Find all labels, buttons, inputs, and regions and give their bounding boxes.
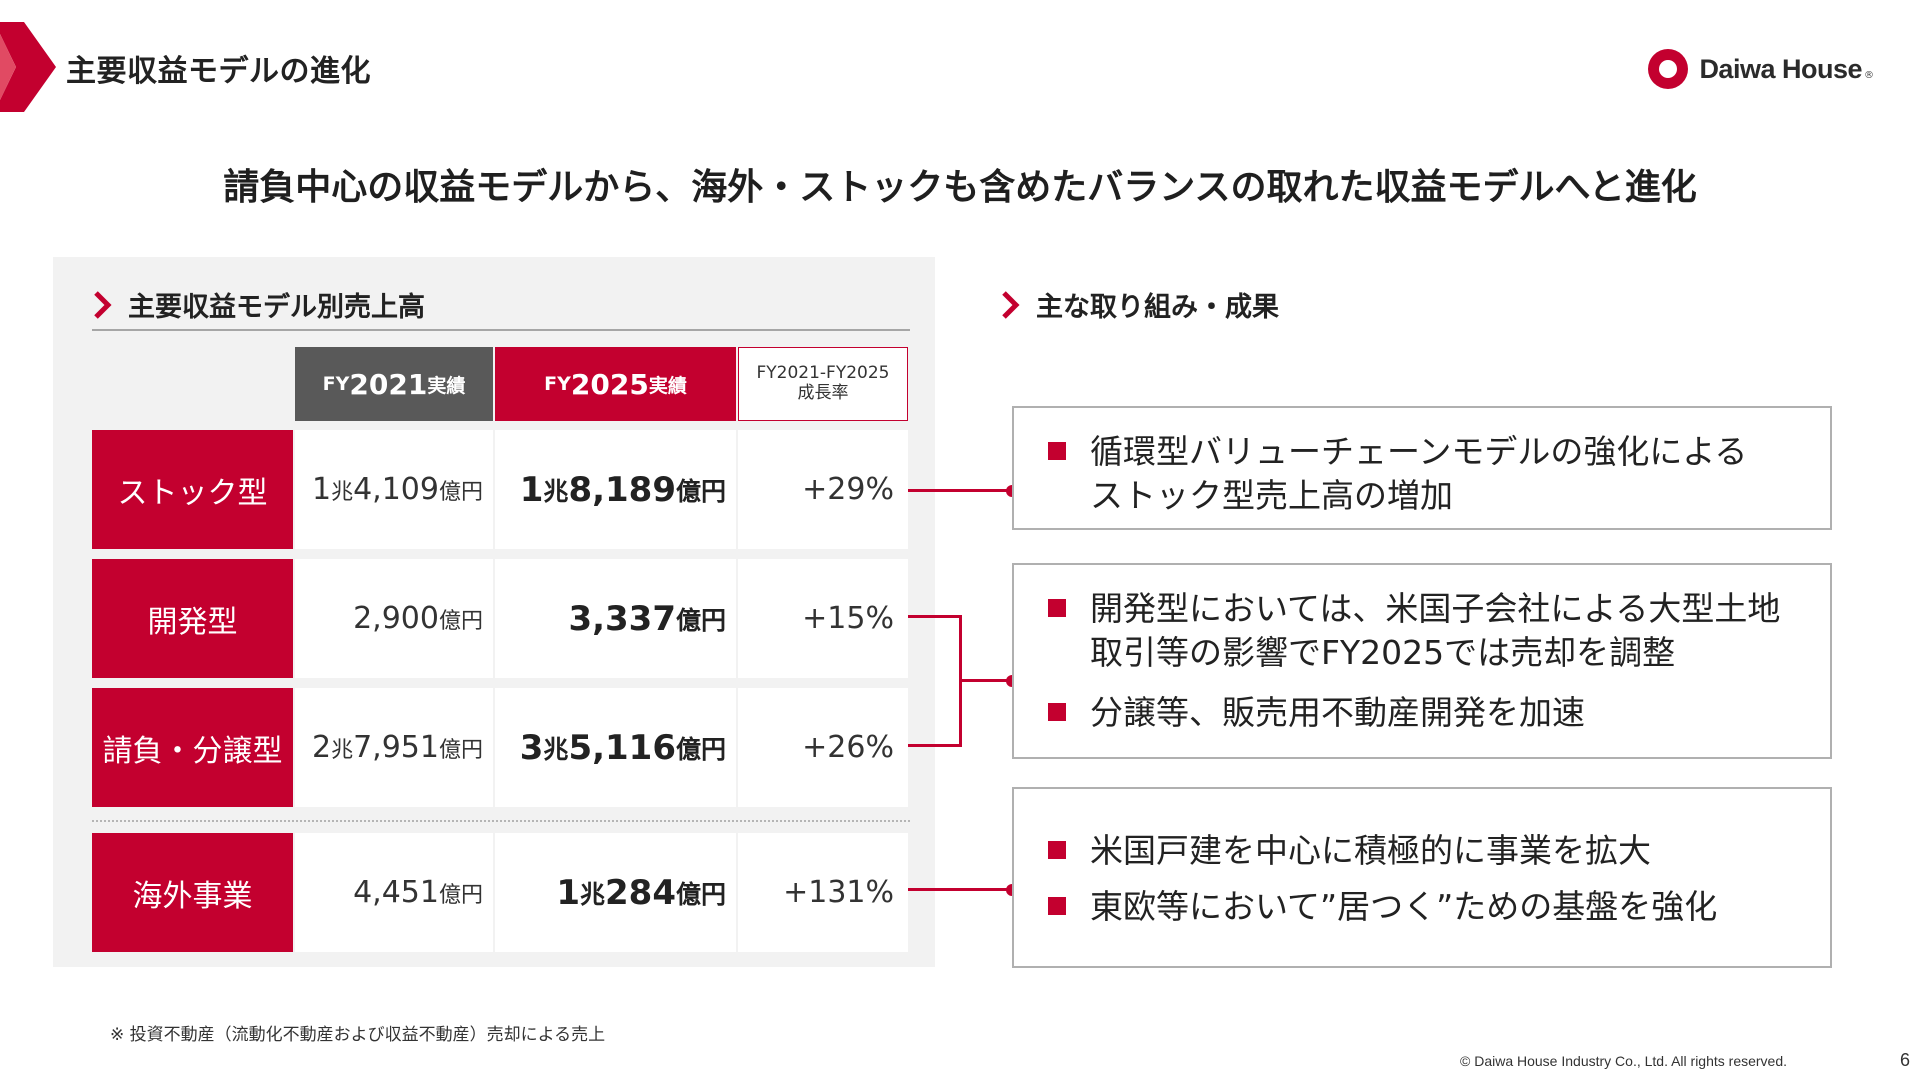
- chevron-logo: [0, 22, 56, 112]
- value-unit: 億円: [438, 608, 483, 634]
- value-number: 8,189: [568, 469, 676, 510]
- page-number: 6: [1900, 1050, 1911, 1070]
- brand-logo: Daiwa House ®: [1645, 46, 1874, 92]
- value-number: 2: [311, 730, 332, 765]
- value-number: 2,900: [353, 601, 439, 636]
- chevron-right-icon: [94, 290, 112, 319]
- fy2025-value-development: 3,337 億円: [495, 559, 736, 678]
- bullet-item: 東欧等において”居つく”ための基盤を強化: [1048, 885, 1717, 929]
- bullet-square-icon: [1048, 841, 1066, 859]
- value-number: 1: [556, 872, 580, 913]
- connector-line-development: [908, 615, 962, 618]
- growth-value-contract-sales: +26%: [738, 688, 908, 807]
- value-number: 4,109: [353, 472, 439, 507]
- fy-prefix: FY: [322, 373, 350, 395]
- connector-line-contract-sales: [908, 744, 962, 747]
- initiative-card-overseas: 米国戸建を中心に積極的に事業を拡大 東欧等において”居つく”ための基盤を強化: [1012, 787, 1832, 968]
- value-unit: 兆: [543, 476, 569, 506]
- category-stock: ストック型: [92, 430, 293, 549]
- growth-value-overseas: +131%: [738, 833, 908, 952]
- dotted-separator: [92, 820, 910, 822]
- sales-section-heading: 主要収益モデル別売上高: [92, 285, 425, 324]
- fy-suffix: 実績: [427, 374, 466, 397]
- growth-header-period: FY2021-FY2025: [756, 363, 890, 384]
- initiatives-section-title: 主な取り組み・成果: [1036, 292, 1279, 323]
- bullet-text: 米国戸建を中心に積極的に事業を拡大: [1090, 831, 1651, 870]
- value-number: 3: [519, 727, 544, 768]
- copyright: © Daiwa House Industry Co., Ltd. All rig…: [1460, 1053, 1788, 1069]
- bullet-item: 開発型においては、米国子会社による大型土地 取引等の影響でFY2025では売却を…: [1048, 587, 1780, 675]
- growth-value-stock: +29%: [738, 430, 908, 549]
- daiwa-house-logo-icon: [1648, 49, 1689, 89]
- fy-suffix: 実績: [648, 374, 687, 397]
- registered-mark: ®: [1864, 69, 1874, 81]
- growth-value-development: +15%: [738, 559, 908, 678]
- fy2021-value-contract-sales: 2 兆 7,951 億円: [295, 688, 493, 807]
- bullet-text: 循環型バリューチェーンモデルの強化による: [1090, 432, 1748, 471]
- value-unit: 億円: [675, 476, 726, 506]
- bullet-text: 開発型においては、米国子会社による大型土地: [1090, 589, 1781, 628]
- footnote: ※ 投資不動産（流動化不動産および収益不動産）売却による売上: [110, 1025, 606, 1045]
- fy2025-value-stock: 1 兆 8,189 億円: [495, 430, 736, 549]
- fy2021-value-development: 2,900 億円: [295, 559, 493, 678]
- bullet-square-icon: [1048, 703, 1066, 721]
- page-title: 主要収益モデルの進化: [66, 54, 371, 89]
- value-number: 5,116: [568, 727, 676, 768]
- value-number: 1: [311, 472, 332, 507]
- growth-header-label: 成長率: [797, 383, 849, 403]
- category-contract-sales: 請負・分譲型: [92, 688, 293, 807]
- initiative-card-stock: 循環型バリューチェーンモデルの強化による ストック型売上高の増加: [1012, 406, 1832, 530]
- value-unit: 兆: [579, 879, 605, 909]
- section-divider: [92, 329, 910, 331]
- category-overseas: 海外事業: [92, 833, 293, 952]
- fy-year: 2025: [570, 367, 649, 401]
- fy2025-value-contract-sales: 3 兆 5,116 億円: [495, 688, 736, 807]
- value-number: 4,451: [353, 875, 439, 910]
- connector-line-overseas: [908, 888, 1012, 891]
- category-development: 開発型: [92, 559, 293, 678]
- bullet-text: ストック型売上高の増加: [1090, 476, 1453, 515]
- connector-line-merged: [959, 679, 1012, 682]
- fy-prefix: FY: [544, 373, 571, 395]
- value-number: 7,951: [353, 730, 439, 765]
- value-number: 3,337: [568, 598, 676, 639]
- fy2021-value-stock: 1 兆 4,109 億円: [295, 430, 493, 549]
- headline: 請負中心の収益モデルから、海外・ストックも含めたバランスの取れた収益モデルへと進…: [223, 167, 1697, 208]
- fy-year: 2021: [349, 367, 428, 401]
- sales-section-title: 主要収益モデル別売上高: [128, 292, 425, 323]
- value-unit: 億円: [438, 479, 483, 505]
- connector-line-stock: [908, 489, 1012, 492]
- bullet-item: 循環型バリューチェーンモデルの強化による ストック型売上高の増加: [1048, 430, 1747, 518]
- value-unit: 兆: [331, 737, 354, 763]
- bullet-text: 取引等の影響でFY2025では売却を調整: [1090, 633, 1676, 672]
- bullet-text: 東欧等において”居つく”ための基盤を強化: [1090, 887, 1718, 926]
- value-unit: 億円: [675, 879, 726, 909]
- bullet-item: 分譲等、販売用不動産開発を加速: [1048, 691, 1585, 735]
- value-unit: 億円: [438, 737, 483, 763]
- column-header-fy2021: FY 2021 実績: [295, 347, 493, 421]
- brand-name: Daiwa House: [1699, 53, 1862, 84]
- chevron-right-icon: [1002, 290, 1020, 319]
- value-unit: 億円: [438, 882, 483, 908]
- bullet-square-icon: [1048, 897, 1066, 915]
- value-number: 1: [519, 469, 544, 510]
- value-unit: 兆: [543, 734, 569, 764]
- fy2025-value-overseas: 1 兆 284 億円: [495, 833, 736, 952]
- column-header-growth: FY2021-FY2025 成長率: [738, 347, 908, 421]
- fy2021-value-overseas: 4,451 億円: [295, 833, 493, 952]
- column-header-fy2025: FY 2025 実績: [495, 347, 736, 421]
- bullet-item: 米国戸建を中心に積極的に事業を拡大: [1048, 829, 1651, 873]
- value-unit: 兆: [331, 479, 354, 505]
- bullet-square-icon: [1048, 442, 1066, 460]
- bullet-square-icon: [1048, 599, 1066, 617]
- value-unit: 億円: [675, 605, 726, 635]
- bullet-text: 分譲等、販売用不動産開発を加速: [1090, 693, 1585, 732]
- value-number: 284: [605, 872, 676, 913]
- initiative-card-development: 開発型においては、米国子会社による大型土地 取引等の影響でFY2025では売却を…: [1012, 563, 1832, 759]
- initiatives-section-heading: 主な取り組み・成果: [1000, 285, 1279, 324]
- value-unit: 億円: [675, 734, 726, 764]
